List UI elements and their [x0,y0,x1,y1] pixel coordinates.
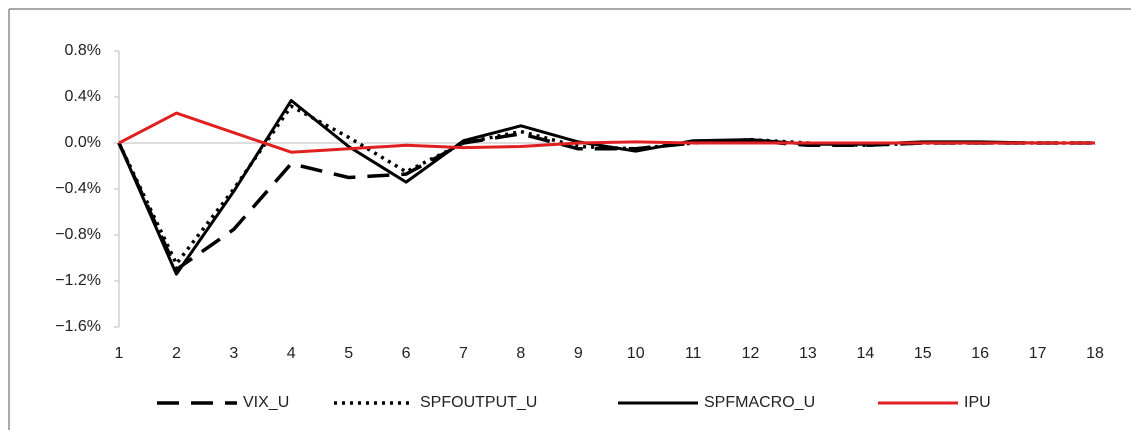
x-tick-label: 14 [856,345,874,362]
x-tick-label: 1 [115,345,124,362]
y-tick-label: −1.6% [55,318,101,335]
series-line [117,99,1095,276]
x-tick-label: 18 [1086,345,1104,362]
y-tick-label: 0.0% [65,134,101,151]
legend-label: SPFOUTPUT_U [420,394,537,411]
x-tick-label: 3 [229,345,238,362]
x-tick-label: 10 [627,345,645,362]
legend-label: VIX_U [243,394,289,411]
x-tick-label: 9 [574,345,583,362]
x-tick-label: 17 [1029,345,1047,362]
series-line [117,104,1095,266]
x-tick-label: 12 [742,345,760,362]
legend-label: IPU [964,394,991,411]
x-tick-label: 2 [172,345,181,362]
y-tick-label: 0.4% [65,88,101,105]
y-tick-label: −0.4% [55,180,101,197]
x-tick-label: 13 [799,345,817,362]
x-tick-label: 15 [914,345,932,362]
x-tick-label: 5 [344,345,353,362]
y-tick-label: −1.2% [55,272,101,289]
x-tick-label: 8 [516,345,525,362]
x-tick-label: 6 [402,345,411,362]
series-line [118,111,1095,154]
x-tick-label: 16 [971,345,989,362]
legend-label: SPFMACRO_U [704,394,815,411]
y-tick-label: 0.8% [65,42,101,59]
y-tick-label: −0.8% [55,226,101,243]
series-line [117,132,1095,272]
x-tick-label: 11 [685,345,702,362]
x-tick-label: 4 [287,345,296,362]
x-tick-label: 7 [459,345,468,362]
